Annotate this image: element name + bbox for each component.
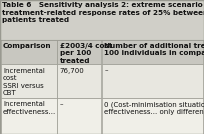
Bar [1,64,57,98]
Text: Comparison: Comparison [3,43,52,49]
Text: Incremental
effectiveness...: Incremental effectiveness... [3,101,56,115]
Text: Number of additional treatment-rel
100 individuals in comparison with: Number of additional treatment-rel 100 i… [104,43,204,56]
Bar [102,98,203,134]
Text: Incremental
cost
SSRI versus
CBT: Incremental cost SSRI versus CBT [3,68,45,96]
Bar [57,40,101,64]
Text: –: – [104,68,108,74]
Text: –: – [60,101,63,107]
Text: 0 (Cost-minimisation situation; no dif
effectiveness... only difference in cost: 0 (Cost-minimisation situation; no dif e… [104,101,204,115]
Text: Table 6   Sensitivity analysis 2: extreme scenario estimation
treatment-related : Table 6 Sensitivity analysis 2: extreme … [2,2,204,23]
Bar [1,98,57,134]
Bar [0,0,204,40]
Bar [57,64,101,98]
Bar [1,40,57,64]
Bar [102,40,203,64]
Text: £2003/4 cost
per 100
treated: £2003/4 cost per 100 treated [60,43,112,64]
Bar [102,64,203,98]
Text: 76,700: 76,700 [60,68,84,74]
Bar [57,98,101,134]
